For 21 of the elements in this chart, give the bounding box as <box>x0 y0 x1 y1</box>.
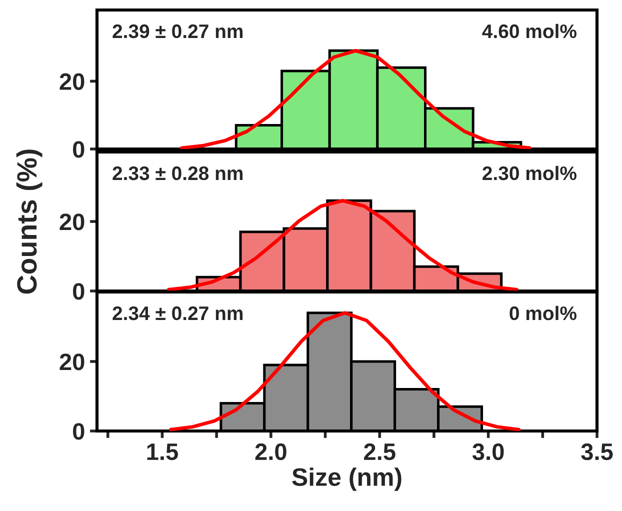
annotation: 4.60 mol% <box>482 24 576 38</box>
x-tick-label: 3.5 <box>581 443 613 460</box>
y-tick-label: 0 <box>73 423 84 440</box>
x-tick-label: 2.5 <box>364 443 396 460</box>
annotation: 2.33 ± 0.28 nm <box>112 166 243 180</box>
y-axis-title: Counts (%) <box>16 150 42 294</box>
annotation: 2.39 ± 0.27 nm <box>112 24 243 38</box>
y-tick-label: 0 <box>73 141 84 158</box>
y-tick-label: 0 <box>73 283 84 300</box>
x-tick-label: 3.0 <box>472 443 504 460</box>
x-tick-label: 1.5 <box>147 444 178 460</box>
line-series <box>180 48 532 149</box>
annotation: 2.30 mol% <box>482 166 576 180</box>
y-tick-label: 20 <box>60 73 84 90</box>
x-axis-title: Size (nm) <box>292 468 402 491</box>
y-tick-label: 20 <box>60 214 84 230</box>
y-tick-label: 20 <box>60 354 84 370</box>
line-series <box>167 198 518 291</box>
x-tick-label: 2.0 <box>255 443 286 460</box>
annotation: 2.34 ± 0.27 nm <box>112 306 243 320</box>
annotation: 0 mol% <box>510 306 576 320</box>
